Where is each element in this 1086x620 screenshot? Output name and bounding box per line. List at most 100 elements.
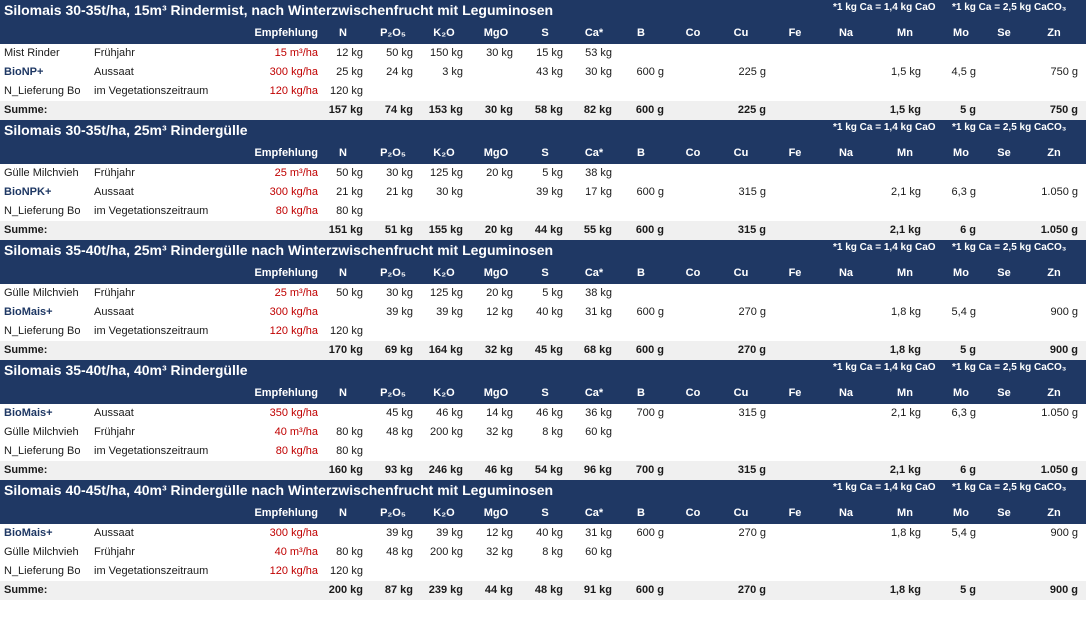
cao-conversion-note: *1 kg Ca = 1,4 kg CaO [833, 242, 936, 253]
nutrient-value: 150 kg [429, 47, 463, 59]
column-header: N [339, 387, 347, 399]
column-header: Ca* [584, 507, 604, 519]
column-header: Cu [733, 507, 749, 519]
application-timing: Aussaat [94, 306, 134, 318]
source-name: BioMais+ [4, 527, 53, 539]
nutrient-value: 125 kg [429, 287, 463, 299]
column-header: Fe [788, 387, 802, 399]
column-header: Cu [733, 27, 749, 39]
sum-value: 46 kg [484, 464, 513, 476]
column-header-row: Empfehlung N P₂O₅ K₂O MgO S Ca* B Co Cu Fe Na Mn Mo Se… [0, 383, 1086, 404]
sum-value: 900 g [1049, 584, 1078, 596]
cao-conversion-note: *1 kg Ca = 1,4 kg CaO [833, 2, 936, 13]
application-amount: 300 kg/ha [269, 66, 318, 78]
application-amount: 40 m³/ha [274, 426, 318, 438]
application-timing: Aussaat [94, 186, 134, 198]
sum-value: 155 kg [428, 224, 463, 236]
source-name: N_Lieferung Bo [4, 85, 81, 97]
nutrient-value: 25 kg [336, 66, 363, 78]
sum-value: 44 kg [534, 224, 563, 236]
application-timing: im Vegetationszeitraum [94, 565, 209, 577]
nutrient-value: 600 g [636, 186, 664, 198]
nutrient-value: 30 kg [486, 47, 513, 59]
sum-value: 6 g [960, 464, 976, 476]
sum-row: Summe: 157 kg 74 kg 153 kg 30 kg 58 kg 82 kg 60… [0, 101, 1086, 120]
column-header: S [541, 387, 549, 399]
source-name: N_Lieferung Bo [4, 325, 81, 337]
sum-value: 5 g [960, 344, 976, 356]
plan-section: Silomais 35-40t/ha, 40m³ Rindergülle *1 k… [0, 360, 1086, 480]
sum-label: Summe: [4, 224, 48, 236]
sum-value: 315 g [737, 224, 766, 236]
nutrient-value: 6,3 g [951, 407, 976, 419]
sum-value: 2,1 kg [889, 224, 921, 236]
nutrient-value: 700 g [636, 407, 664, 419]
section-title-bar: Silomais 30-35t/ha, 15m³ Rindermist, nac… [0, 0, 1086, 23]
sum-value: 45 kg [534, 344, 563, 356]
source-name: BioNP+ [4, 66, 44, 78]
column-header: S [541, 147, 549, 159]
column-header: Empfehlung [254, 27, 318, 39]
sum-value: 900 g [1049, 344, 1078, 356]
source-name: N_Lieferung Bo [4, 205, 81, 217]
nutrient-value: 600 g [636, 66, 664, 78]
sum-value: 5 g [960, 584, 976, 596]
source-name: Gülle Milchvieh [4, 287, 79, 299]
column-header: Empfehlung [254, 507, 318, 519]
application-amount: 300 kg/ha [269, 306, 318, 318]
application-amount: 120 kg/ha [269, 325, 318, 337]
column-header: Fe [788, 27, 802, 39]
sum-value: 82 kg [583, 104, 612, 116]
column-header: N [339, 147, 347, 159]
column-header: S [541, 267, 549, 279]
table-row: Gülle Milchvieh Frühjahr 25 m³/ha 50 kg 30 k… [0, 284, 1086, 303]
sum-value: 246 kg [428, 464, 463, 476]
nutrient-value: 48 kg [386, 546, 413, 558]
source-name: N_Lieferung Bo [4, 565, 81, 577]
sum-value: 1,5 kg [889, 104, 921, 116]
column-header: Mo [953, 147, 969, 159]
column-header: Se [997, 387, 1011, 399]
column-header: Mn [897, 507, 913, 519]
column-header: Na [838, 27, 854, 39]
nutrient-value: 39 kg [536, 186, 563, 198]
table-row: Gülle Milchvieh Frühjahr 25 m³/ha 50 kg 30 k… [0, 164, 1086, 183]
nutrient-value: 40 kg [536, 306, 563, 318]
nutrient-value: 900 g [1050, 527, 1078, 539]
nutrient-value: 600 g [636, 527, 664, 539]
nutrient-value: 1,8 kg [891, 527, 921, 539]
sum-value: 32 kg [484, 344, 513, 356]
source-name: BioNPK+ [4, 186, 52, 198]
column-header: K₂O [433, 387, 455, 399]
application-amount: 300 kg/ha [269, 186, 318, 198]
application-timing: Aussaat [94, 407, 134, 419]
column-header: Mo [953, 507, 969, 519]
nutrient-value: 6,3 g [951, 186, 976, 198]
column-header: N [339, 27, 347, 39]
sum-value: 750 g [1049, 104, 1078, 116]
sum-value: 164 kg [428, 344, 463, 356]
sum-value: 6 g [960, 224, 976, 236]
sum-value: 160 kg [328, 464, 363, 476]
column-header-row: Empfehlung N P₂O₅ K₂O MgO S Ca* B Co Cu Fe Na Mn Mo Se… [0, 503, 1086, 524]
application-timing: im Vegetationszeitraum [94, 445, 209, 457]
nutrient-value: 31 kg [585, 527, 612, 539]
application-timing: Frühjahr [94, 287, 135, 299]
application-timing: Frühjahr [94, 546, 135, 558]
nutrient-value: 315 g [738, 407, 766, 419]
nutrient-value: 50 kg [386, 47, 413, 59]
nutrient-value: 46 kg [436, 407, 463, 419]
column-header: K₂O [433, 267, 455, 279]
plan-section: Silomais 35-40t/ha, 25m³ Rindergülle nac… [0, 240, 1086, 360]
nutrient-value: 12 kg [486, 527, 513, 539]
nutrient-value: 200 kg [429, 546, 463, 558]
column-header: P₂O₅ [380, 387, 406, 399]
sum-value: 30 kg [484, 104, 513, 116]
nutrient-value: 80 kg [336, 445, 363, 457]
nutrient-value: 20 kg [486, 287, 513, 299]
sum-label: Summe: [4, 584, 48, 596]
cao-conversion-note: *1 kg Ca = 1,4 kg CaO [833, 122, 936, 133]
column-header: MgO [483, 267, 509, 279]
table-row: Gülle Milchvieh Frühjahr 40 m³/ha 80 kg 48 k… [0, 423, 1086, 442]
column-header: K₂O [433, 147, 455, 159]
